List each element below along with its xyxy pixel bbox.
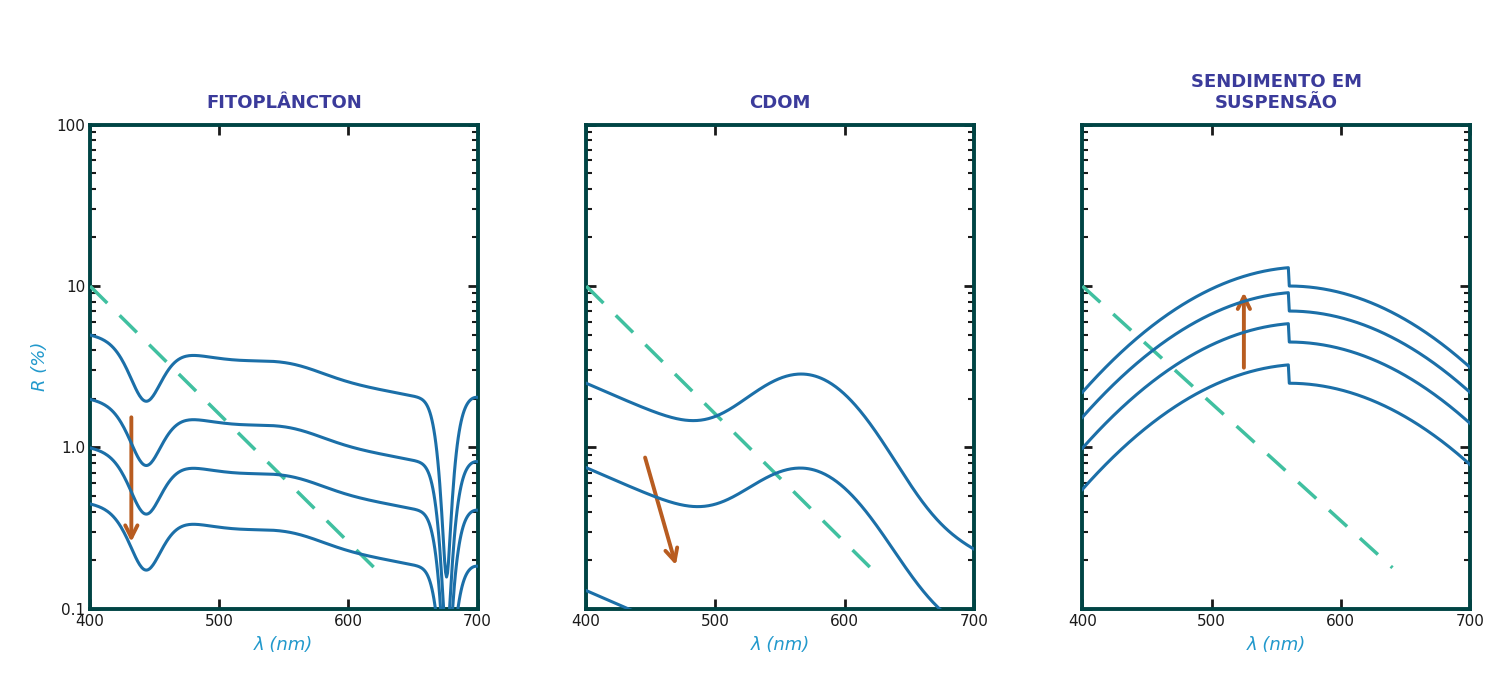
Title: FITOPLÂNCTON: FITOPLÂNCTON <box>206 94 362 112</box>
Title: SENDIMENTO EM
SUSPENSÃO: SENDIMENTO EM SUSPENSÃO <box>1191 73 1362 112</box>
X-axis label: λ (nm): λ (nm) <box>750 636 810 654</box>
Title: CDOM: CDOM <box>750 94 810 112</box>
X-axis label: λ (nm): λ (nm) <box>254 636 314 654</box>
X-axis label: λ (nm): λ (nm) <box>1246 636 1306 654</box>
Y-axis label: R (%): R (%) <box>32 342 50 392</box>
